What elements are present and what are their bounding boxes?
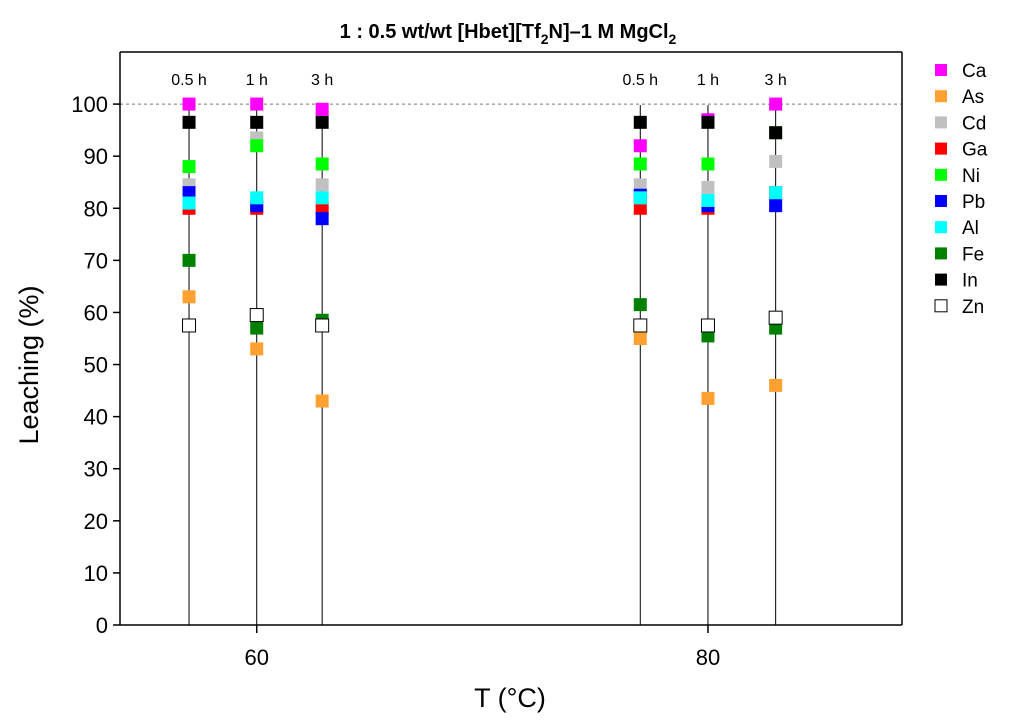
y-axis-label: Leaching (%) (14, 285, 44, 444)
time-label: 0.5 h (171, 72, 207, 89)
legend-label-ca: Ca (962, 61, 987, 82)
marker-ni (250, 139, 264, 153)
marker-in (315, 115, 329, 129)
legend-marker-ca (935, 64, 947, 76)
marker-fe (182, 253, 196, 267)
marker-ca (182, 97, 196, 111)
x-tick-label: 60 (244, 645, 268, 670)
marker-in (633, 115, 647, 129)
marker-ca (250, 97, 264, 111)
legend-label-in: In (962, 271, 978, 292)
marker-as (182, 290, 196, 304)
y-tick-label: 10 (84, 561, 108, 586)
marker-ni (182, 160, 196, 174)
y-tick-label: 50 (84, 353, 108, 378)
legend-label-pb: Pb (962, 192, 985, 213)
marker-zn (700, 318, 715, 333)
y-tick-label: 90 (84, 144, 108, 169)
legend-label-al: Al (962, 218, 979, 239)
chart-title-sub1: 2 (541, 31, 549, 47)
marker-ni (633, 157, 647, 171)
legend-marker-as (935, 90, 947, 103)
marker-ca (769, 97, 783, 111)
y-tick-label: 100 (71, 92, 108, 117)
marker-zn (182, 318, 197, 333)
marker-pb (315, 212, 329, 226)
y-tick-label: 30 (84, 457, 108, 482)
marker-ni (315, 157, 329, 171)
time-label: 1 h (697, 72, 719, 89)
marker-cd (633, 178, 647, 192)
marker-zn (633, 318, 648, 333)
legend-label-fe: Fe (962, 244, 984, 265)
legend-marker-al (935, 221, 947, 234)
marker-cd (769, 154, 783, 168)
legend-label-cd: Cd (962, 113, 986, 134)
marker-as (769, 378, 783, 392)
chart-title-sub2: 2 (669, 31, 677, 47)
time-label: 3 h (311, 72, 333, 89)
y-tick-label: 40 (84, 405, 108, 430)
chart-title: 1 : 0.5 wt/wt [Hbet][Tf2N]–1 M MgCl2 (340, 21, 677, 47)
marker-ca (633, 139, 647, 153)
legend-label-zn: Zn (962, 297, 984, 318)
chart-title-main: 1 : 0.5 wt/wt [Hbet][Tf (340, 21, 541, 43)
marker-al (182, 196, 196, 210)
marker-al (769, 186, 783, 200)
marker-as (250, 342, 264, 356)
marker-zn (315, 318, 330, 333)
marker-in (701, 115, 715, 129)
y-tick-label: 70 (84, 248, 108, 273)
marker-fe (769, 321, 783, 335)
marker-fe (701, 329, 715, 343)
marker-al (633, 191, 647, 205)
marker-ga (633, 201, 647, 215)
marker-in (182, 115, 196, 129)
y-tick-label: 60 (84, 300, 108, 325)
legend-marker-cd (935, 116, 947, 129)
plot-area: 0.5 h 1 h 3 h 0.5 h 1 h 3 h (120, 72, 902, 625)
marker-as (315, 394, 329, 408)
marker-cd (315, 178, 329, 192)
legend-label-as: As (962, 87, 984, 108)
legend-marker-zn (934, 299, 948, 313)
time-label: 1 h (246, 72, 268, 89)
chart-title-mid: N]–1 M MgCl (549, 21, 669, 43)
marker-al (701, 193, 715, 207)
time-label: 3 h (765, 72, 787, 89)
y-tick-label: 0 (96, 613, 108, 638)
axes: 0 10 20 30 40 50 60 70 80 90 100 60 80 (71, 51, 903, 670)
marker-al (250, 191, 264, 205)
legend-marker-fe (935, 247, 947, 260)
y-tick-label: 20 (84, 509, 108, 534)
legend-marker-pb (935, 195, 947, 207)
marker-in (250, 115, 264, 129)
marker-as (701, 391, 715, 405)
legend-label-ni: Ni (962, 166, 980, 187)
legend: Ca As Cd Ga Ni Pb Al Fe In Zn (934, 61, 988, 318)
marker-ca (315, 102, 329, 116)
legend-marker-ga (935, 142, 947, 155)
legend-marker-in (935, 273, 947, 286)
time-label: 0.5 h (622, 72, 658, 89)
marker-fe (250, 321, 264, 335)
marker-fe (633, 298, 647, 312)
x-axis-label: T (°C) (474, 683, 546, 713)
y-tick-label: 80 (84, 196, 108, 221)
marker-cd (701, 180, 715, 194)
x-tick-label: 80 (696, 645, 720, 670)
legend-marker-ni (935, 168, 947, 181)
marker-zn (768, 310, 783, 325)
marker-pb (769, 199, 783, 213)
marker-ni (701, 157, 715, 171)
marker-pb (182, 186, 196, 200)
marker-as (633, 332, 647, 345)
legend-label-ga: Ga (962, 140, 988, 161)
marker-ga (315, 201, 329, 215)
marker-in (769, 126, 783, 140)
marker-zn (249, 308, 264, 323)
marker-al (315, 191, 329, 205)
